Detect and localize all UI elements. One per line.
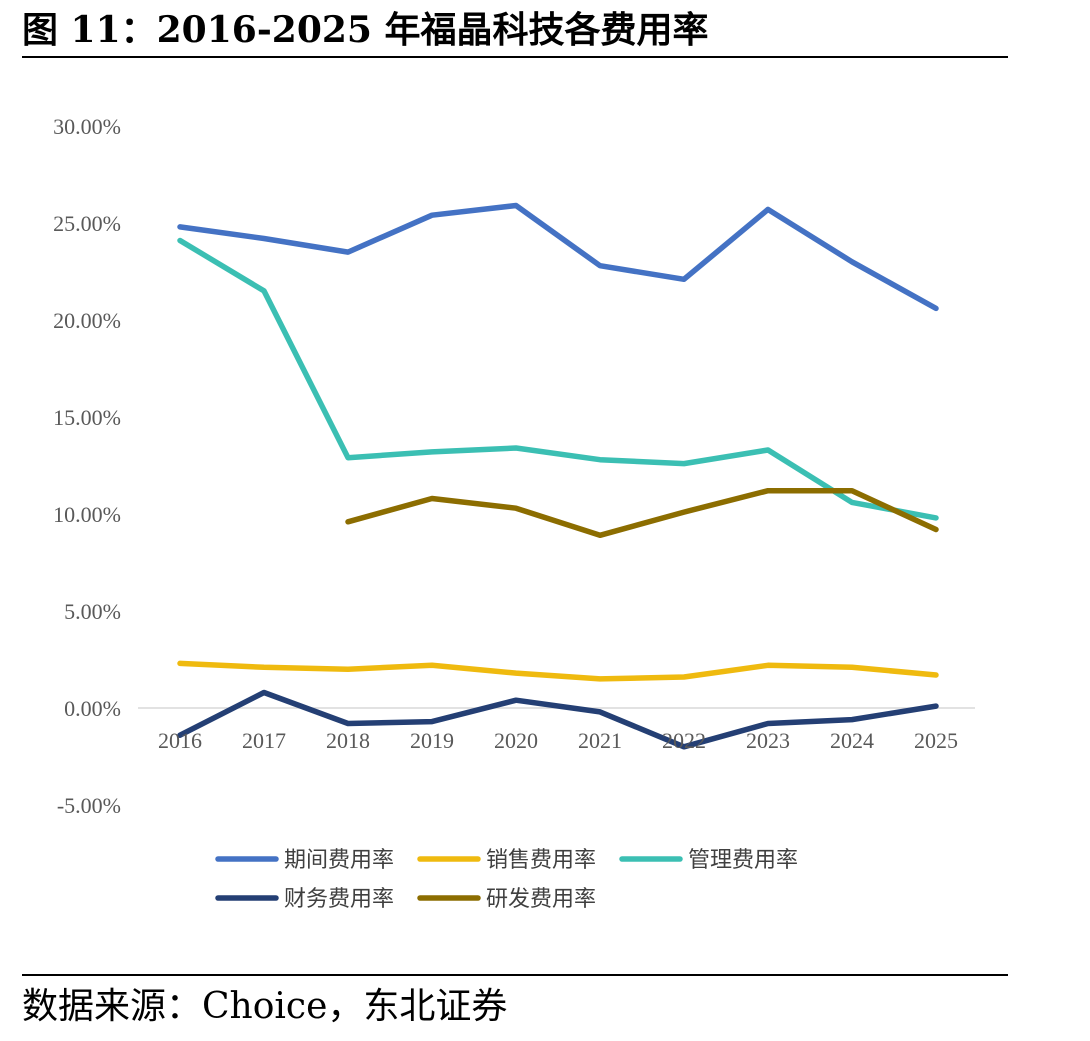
- y-tick-label: 5.00%: [64, 599, 121, 624]
- y-tick-label: 20.00%: [53, 308, 121, 333]
- y-tick-label: 10.00%: [53, 502, 121, 527]
- x-tick-label: 2021: [578, 728, 622, 753]
- x-tick-label: 2025: [914, 728, 958, 753]
- title-rule: [22, 56, 1008, 58]
- legend-label: 管理费用率: [688, 848, 798, 873]
- x-tick-label: 2023: [746, 728, 790, 753]
- source-rule: [22, 974, 1008, 976]
- x-tick-label: 2017: [242, 728, 286, 753]
- y-axis-ticks: -5.00% 0.00% 5.00% 10.00% 15.00% 20.00% 25.00%…: [53, 114, 121, 818]
- y-tick-label: 30.00%: [53, 114, 121, 139]
- x-tick-label: 2016: [158, 728, 202, 753]
- legend-label: 研发费用率: [486, 887, 596, 912]
- line-chart: -5.00% 0.00% 5.00% 10.00% 15.00% 20.00% 25.00%…: [53, 114, 975, 912]
- x-axis-ticks: 2016 2017 2018 2019 2020 2021 2022 2023 2024 2025: [158, 728, 958, 753]
- y-tick-label: 15.00%: [53, 405, 121, 430]
- y-tick-label: -5.00%: [57, 793, 121, 818]
- x-tick-label: 2024: [830, 728, 874, 753]
- legend-label: 销售费用率: [486, 848, 596, 873]
- series-line-2: [177, 660, 939, 682]
- figure-title: 图 11：2016-2025 年福晶科技各费用率: [22, 9, 709, 51]
- series-line-4: [177, 689, 939, 750]
- x-tick-label: 2022: [662, 728, 706, 753]
- series-line-3: [177, 237, 939, 521]
- x-tick-label: 2018: [326, 728, 370, 753]
- series-line-1: [177, 202, 939, 312]
- y-tick-label: 0.00%: [64, 696, 121, 721]
- x-tick-label: 2020: [494, 728, 538, 753]
- series-line-5: [345, 487, 939, 539]
- legend-label: 财务费用率: [284, 887, 394, 912]
- y-tick-label: 25.00%: [53, 211, 121, 236]
- x-tick-label: 2019: [410, 728, 454, 753]
- legend-label: 期间费用率: [284, 848, 394, 873]
- series-lines: [177, 202, 939, 750]
- source-note: 数据来源：Choice，东北证券: [22, 986, 508, 1027]
